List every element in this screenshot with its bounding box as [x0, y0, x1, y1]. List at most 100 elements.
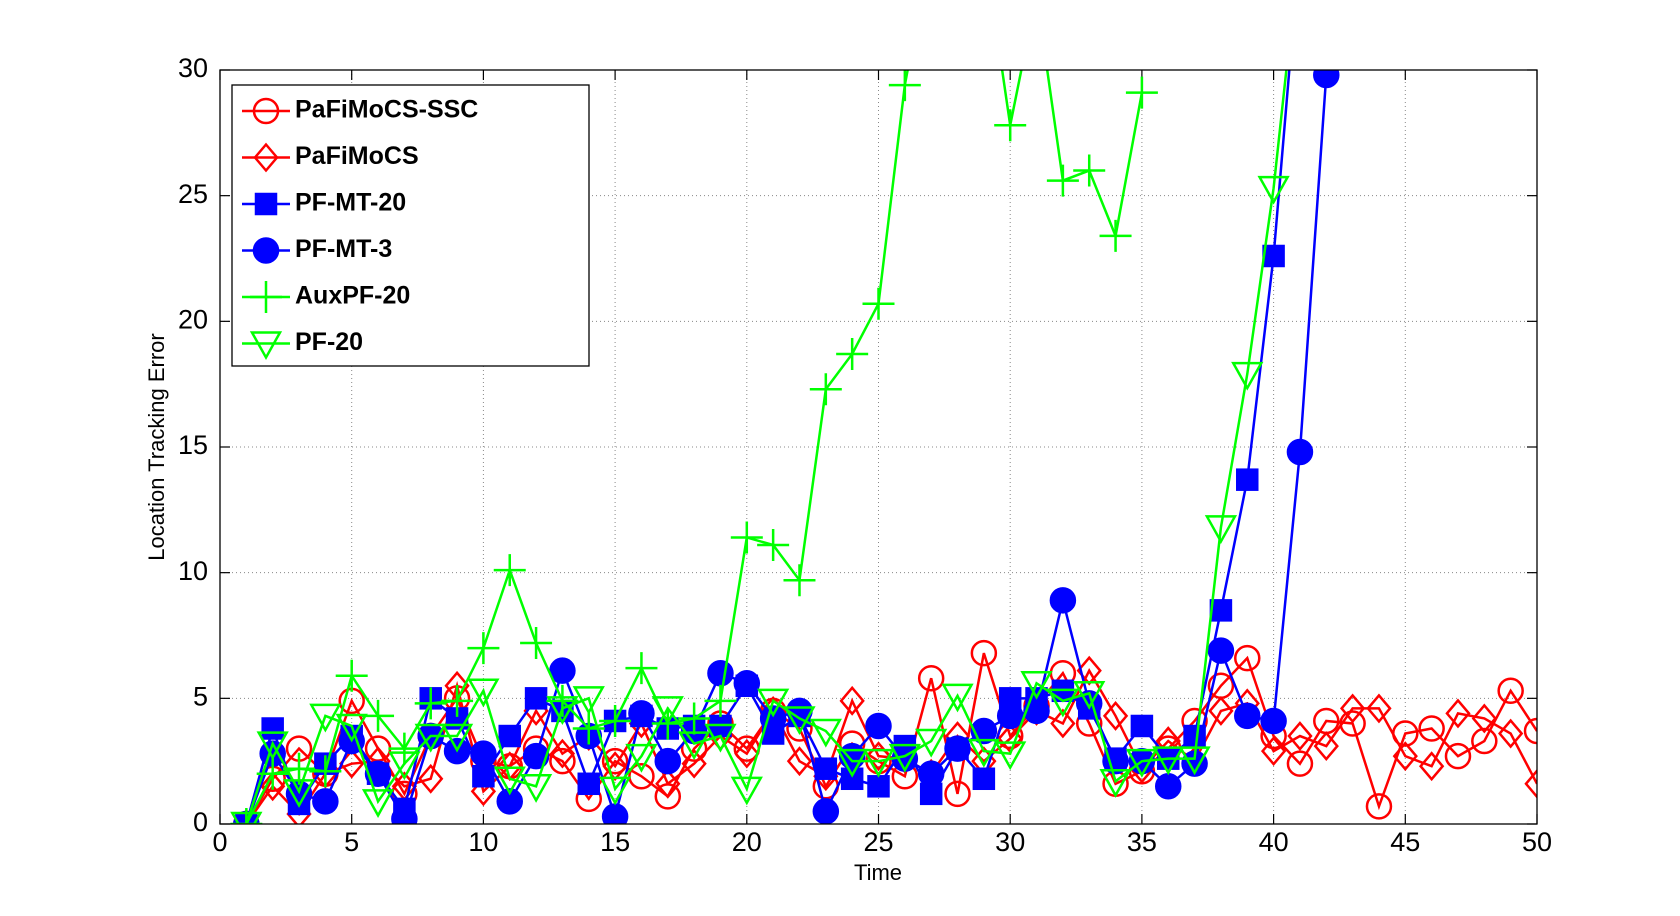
- marker: [1073, 681, 1106, 710]
- marker: [865, 712, 892, 740]
- marker: [944, 735, 971, 762]
- marker: [1313, 70, 1340, 89]
- marker: [1049, 587, 1077, 614]
- marker: [1046, 164, 1079, 197]
- y-axis-label: Location Tracking Error: [144, 333, 169, 560]
- marker: [704, 684, 737, 717]
- marker: [734, 738, 760, 769]
- marker: [786, 746, 813, 777]
- marker: [1524, 768, 1537, 799]
- marker: [519, 774, 553, 803]
- marker: [836, 748, 869, 778]
- legend-label: AuxPF-20: [295, 282, 410, 310]
- marker: [309, 755, 342, 788]
- marker: [628, 700, 655, 727]
- marker: [522, 742, 550, 770]
- marker: [1046, 688, 1080, 718]
- marker: [1498, 718, 1524, 749]
- legend-marker: [250, 281, 282, 313]
- marker: [1073, 154, 1106, 187]
- marker: [651, 696, 684, 725]
- marker: [757, 529, 790, 562]
- x-tick-label: 25: [863, 827, 893, 857]
- x-tick-label: 0: [212, 827, 227, 857]
- marker: [1207, 637, 1235, 664]
- marker: [1099, 769, 1132, 798]
- marker: [1257, 175, 1290, 205]
- x-tick-label: 10: [468, 827, 498, 857]
- marker: [867, 775, 890, 798]
- marker: [467, 632, 500, 665]
- marker: [1286, 750, 1314, 777]
- marker: [440, 723, 474, 753]
- marker: [549, 657, 576, 684]
- marker: [261, 717, 284, 740]
- marker: [1418, 715, 1445, 742]
- marker: [733, 670, 761, 697]
- marker: [572, 712, 605, 745]
- marker: [783, 564, 816, 597]
- marker: [472, 764, 495, 788]
- marker: [1020, 671, 1053, 700]
- marker: [1287, 721, 1313, 751]
- marker: [1102, 700, 1129, 731]
- marker: [1262, 244, 1285, 268]
- marker: [493, 766, 526, 796]
- marker: [599, 704, 632, 737]
- y-tick-label: 25: [178, 179, 208, 209]
- legend-marker: [252, 237, 280, 264]
- marker: [335, 713, 368, 743]
- x-tick-label: 45: [1390, 827, 1420, 857]
- marker: [707, 659, 734, 687]
- marker: [677, 731, 711, 761]
- marker: [730, 776, 763, 806]
- marker: [1209, 599, 1233, 622]
- marker: [972, 767, 996, 791]
- marker: [1152, 746, 1185, 776]
- x-tick-label: 40: [1259, 827, 1289, 857]
- marker: [1125, 76, 1158, 109]
- marker: [1204, 515, 1238, 544]
- x-tick-label: 5: [344, 827, 359, 857]
- marker: [496, 788, 523, 815]
- marker: [493, 554, 526, 587]
- marker: [546, 696, 579, 725]
- marker: [1102, 747, 1129, 775]
- legend-marker: [252, 97, 280, 125]
- marker: [1130, 714, 1154, 738]
- marker: [418, 763, 444, 794]
- marker: [1234, 702, 1261, 730]
- marker: [230, 811, 263, 824]
- marker: [364, 760, 392, 787]
- marker: [681, 748, 707, 779]
- marker: [625, 743, 658, 773]
- legend-label: PaFiMoCS: [295, 142, 419, 170]
- marker: [498, 724, 521, 748]
- marker: [1286, 438, 1314, 466]
- marker: [520, 627, 553, 660]
- x-tick-label: 30: [995, 827, 1025, 857]
- marker: [441, 684, 474, 717]
- marker: [309, 703, 342, 733]
- marker: [388, 732, 421, 765]
- marker: [362, 699, 395, 732]
- marker: [994, 109, 1027, 142]
- marker: [572, 686, 605, 715]
- marker: [862, 287, 895, 320]
- y-tick-label: 15: [178, 430, 208, 460]
- marker: [944, 780, 971, 808]
- marker: [1076, 655, 1102, 686]
- y-tick-label: 30: [178, 53, 208, 83]
- marker: [414, 687, 447, 720]
- marker: [967, 738, 1000, 768]
- marker: [282, 779, 316, 808]
- marker: [1208, 695, 1234, 726]
- marker: [388, 751, 421, 781]
- marker: [783, 706, 816, 735]
- marker: [1392, 741, 1418, 772]
- marker: [256, 731, 289, 761]
- marker: [812, 798, 840, 824]
- marker: [970, 639, 998, 667]
- marker: [917, 760, 945, 787]
